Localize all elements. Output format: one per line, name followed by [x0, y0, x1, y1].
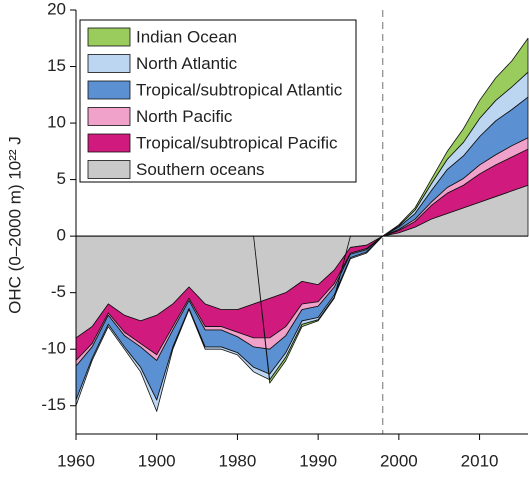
legend-swatch [87, 160, 131, 179]
legend-swatch [87, 27, 131, 47]
legend-swatch [87, 54, 131, 73]
y-tick-label: -15 [41, 395, 66, 414]
legend-label: Tropical/subtropical Pacific [136, 133, 338, 152]
x-tick-label: 1900 [138, 451, 176, 470]
legend-swatch [87, 80, 131, 100]
y-tick-label: 10 [47, 113, 66, 132]
legend-swatch [87, 107, 131, 126]
x-tick-label: 2000 [380, 451, 418, 470]
legend-label: Indian Ocean [136, 27, 237, 46]
x-tick-label: 1980 [219, 451, 257, 470]
legend-label: Southern oceans [136, 160, 265, 179]
y-tick-label: 5 [57, 169, 66, 188]
area [75, 71, 529, 412]
legend-label: Tropical/subtropical Atlantic [136, 80, 343, 99]
y-tick-label: 0 [57, 226, 66, 245]
legend-label: North Atlantic [136, 54, 238, 73]
x-tick-label: 1960 [57, 451, 95, 470]
y-tick-label: 20 [47, 0, 66, 18]
x-tick-label: 1990 [299, 451, 337, 470]
y-tick-label: -10 [41, 339, 66, 358]
y-tick-label: -5 [51, 282, 66, 301]
legend-label: North Pacific [136, 107, 233, 126]
y-tick-label: 15 [47, 56, 66, 75]
y-axis-label: OHC (0–2000 m) 10²² J [5, 136, 24, 314]
legend-swatch [87, 133, 131, 153]
legend-box [79, 19, 357, 183]
x-tick-label: 2010 [461, 451, 499, 470]
